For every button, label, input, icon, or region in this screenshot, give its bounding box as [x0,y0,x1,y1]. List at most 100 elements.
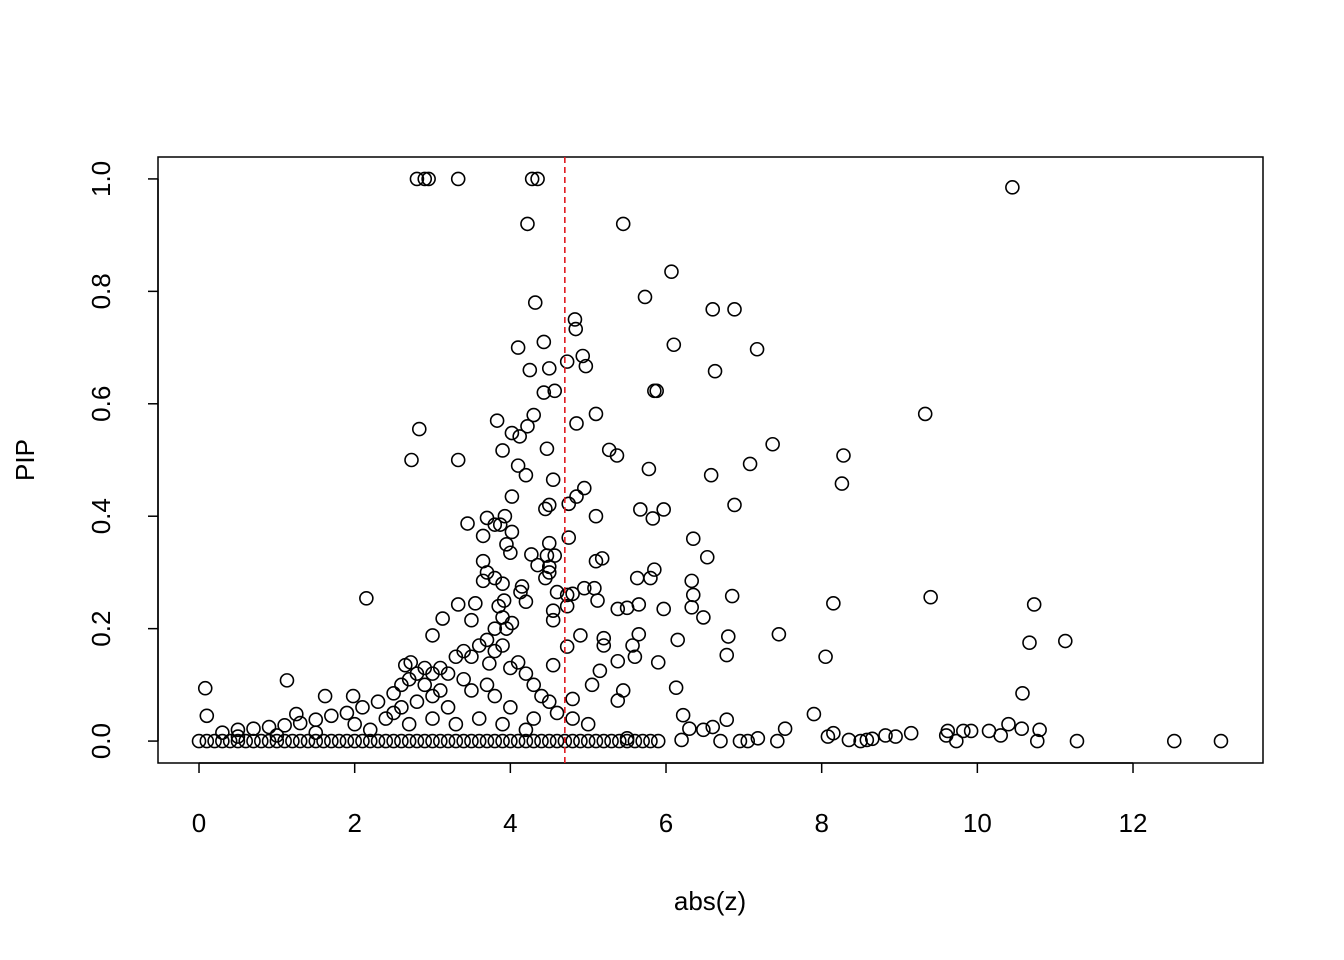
point [222,733,238,749]
point [394,733,409,749]
point [524,547,539,562]
point [279,673,295,688]
point [820,729,836,744]
point [610,653,626,669]
point [578,358,594,374]
point [497,508,513,524]
point [238,733,254,749]
point [289,706,304,722]
point [559,354,575,369]
point [650,733,666,749]
point [417,733,433,749]
point [215,725,230,740]
point [518,594,534,609]
point [684,599,700,615]
point [1029,733,1045,749]
point [635,733,650,749]
point [433,683,448,698]
point [520,216,535,232]
point [230,729,246,744]
point [495,716,510,732]
point [362,722,378,738]
point [727,302,742,317]
point [666,337,682,353]
point [362,733,378,749]
point [565,733,580,749]
point [1032,722,1047,738]
point [527,295,543,310]
point [1015,685,1030,701]
point [409,733,425,749]
point [261,719,277,735]
point [207,733,222,749]
point [963,723,979,739]
point [580,716,596,732]
point [684,573,700,589]
point [567,312,583,327]
point [1005,180,1020,195]
point [777,721,793,737]
point [705,302,721,317]
point [732,733,748,749]
point [378,733,394,749]
point [549,705,565,721]
point [641,461,657,477]
point [749,341,765,357]
point [569,416,584,431]
point [347,733,362,749]
point [347,716,362,732]
point [409,694,425,710]
point [370,733,386,749]
point [545,472,561,487]
point [487,517,503,532]
point [1001,716,1016,732]
point [269,733,285,749]
point [512,429,527,444]
point [503,733,518,749]
point [536,334,552,350]
point [993,728,1009,743]
point [765,436,780,452]
point [573,733,588,749]
point [541,361,557,376]
point [818,649,833,665]
point [355,733,370,749]
point [230,733,246,749]
point [588,553,604,569]
point [503,545,518,561]
point [771,626,787,642]
point [576,580,592,596]
point [487,733,503,749]
point [534,733,549,749]
point [610,693,626,708]
point [479,632,495,648]
point [460,516,475,531]
point [197,680,213,696]
point [619,733,635,749]
point [199,708,215,724]
point [253,733,269,749]
point [541,497,557,513]
point [888,729,903,744]
point [492,517,508,532]
point [575,348,591,364]
point [836,448,851,463]
point [331,733,347,749]
point [588,406,604,422]
point [590,593,605,608]
point [510,733,526,749]
point [675,707,691,723]
point [246,721,261,737]
point [504,489,520,504]
point [495,733,510,749]
point [471,733,487,749]
point [404,452,419,468]
point [386,685,401,701]
point [435,611,450,626]
point [538,570,553,586]
point [524,171,540,187]
point [670,632,685,648]
point [549,733,565,749]
point [510,655,526,670]
